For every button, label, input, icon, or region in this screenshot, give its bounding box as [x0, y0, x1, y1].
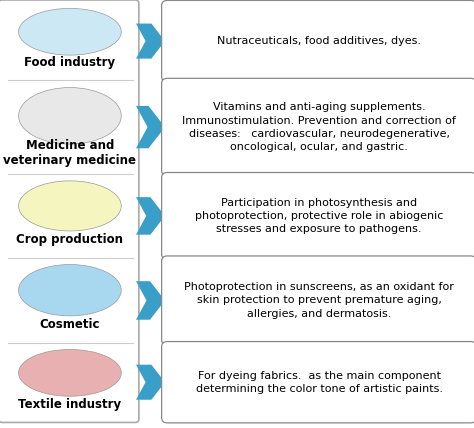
FancyBboxPatch shape: [162, 172, 474, 259]
Text: Nutraceuticals, food additives, dyes.: Nutraceuticals, food additives, dyes.: [217, 36, 421, 46]
Polygon shape: [136, 106, 165, 149]
Ellipse shape: [18, 265, 121, 316]
FancyBboxPatch shape: [162, 256, 474, 345]
Polygon shape: [136, 24, 165, 59]
Ellipse shape: [18, 181, 121, 231]
FancyBboxPatch shape: [162, 78, 474, 176]
Text: Cosmetic: Cosmetic: [40, 318, 100, 331]
Text: Food industry: Food industry: [24, 56, 116, 69]
Ellipse shape: [18, 88, 121, 144]
Text: Crop production: Crop production: [17, 233, 123, 246]
Polygon shape: [136, 281, 165, 320]
Ellipse shape: [18, 350, 121, 396]
Text: Textile industry: Textile industry: [18, 398, 121, 410]
Text: For dyeing fabrics.  as the main component
determining the color tone of artisti: For dyeing fabrics. as the main componen…: [195, 371, 443, 394]
FancyBboxPatch shape: [0, 0, 139, 422]
Ellipse shape: [18, 9, 121, 55]
Text: Photoprotection in sunscreens, as an oxidant for
skin protection to prevent prem: Photoprotection in sunscreens, as an oxi…: [184, 282, 454, 319]
Text: Vitamins and anti-aging supplements.
Immunostimulation. Prevention and correctio: Vitamins and anti-aging supplements. Imm…: [182, 102, 456, 152]
Text: Medicine and
veterinary medicine: Medicine and veterinary medicine: [3, 140, 137, 167]
FancyBboxPatch shape: [162, 0, 474, 82]
Polygon shape: [136, 365, 165, 400]
Polygon shape: [136, 197, 165, 235]
FancyBboxPatch shape: [162, 342, 474, 423]
Text: Participation in photosynthesis and
photoprotection, protective role in abiogeni: Participation in photosynthesis and phot…: [195, 198, 443, 234]
